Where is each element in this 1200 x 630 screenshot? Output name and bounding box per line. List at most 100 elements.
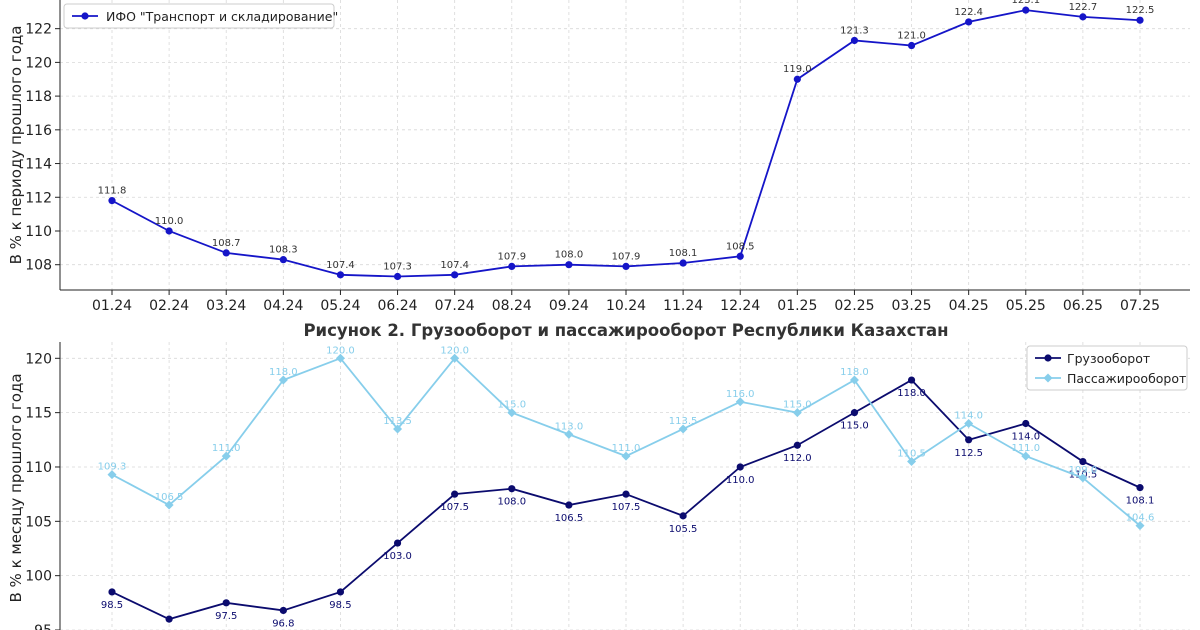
chart1-data-label: 108.1 <box>669 248 698 259</box>
chart1-data-label: 107.9 <box>497 251 526 262</box>
chart2-data-label: 111.0 <box>212 443 241 454</box>
chart1-data-label: 123.1 <box>1011 0 1040 6</box>
chart1-series-1-point <box>1136 16 1144 24</box>
chart1-y-tick-label: 110 <box>25 224 52 240</box>
chart2-series-2-point <box>735 397 745 407</box>
chart1-y-tick-label: 122 <box>25 22 52 38</box>
chart1-data-label: 122.7 <box>1069 2 1098 13</box>
chart1-data-label: 108.5 <box>726 241 755 252</box>
chart1-x-tick-label: 03.25 <box>892 298 932 314</box>
chart1-y-axis-label: В % к периоду прошлого года <box>7 26 25 265</box>
chart2-y-tick-label: 105 <box>25 514 52 530</box>
chart2-series-2-point <box>907 457 917 467</box>
chart2-series-1-point <box>1022 419 1030 428</box>
chart2-data-label: 105.5 <box>669 524 698 535</box>
chart1-x-tick-label: 06.25 <box>1063 298 1103 314</box>
chart1-data-label: 119.0 <box>783 64 812 75</box>
chart1-series-1-point <box>793 75 801 83</box>
chart2-series-2-point <box>1078 473 1088 483</box>
chart1-data-label: 121.3 <box>840 25 869 36</box>
chart1-x-tick-label: 03.24 <box>206 298 246 314</box>
chart2-data-label: 111.0 <box>612 443 641 454</box>
chart1-y-tick-label: 118 <box>25 89 52 105</box>
chart2-series-2-point <box>335 353 345 363</box>
chart2-data-label: 106.5 <box>155 492 184 503</box>
chart2-series-1-point <box>336 588 345 596</box>
chart2-series-1-point <box>679 512 687 520</box>
chart2-series-1-point <box>1136 484 1144 492</box>
chart2-legend-label: Пассажирооборот <box>1067 371 1186 386</box>
chart1-x-tick-label: 05.25 <box>1006 298 1046 314</box>
chart2-series-1-point <box>793 441 801 449</box>
chart2-series-1-point <box>279 606 287 615</box>
chart1-x-tick-label: 07.24 <box>435 298 475 314</box>
chart2-series-2-point <box>621 451 631 461</box>
chart2-data-label: 115.0 <box>497 400 526 411</box>
chart1-series-1-point <box>279 256 287 264</box>
chart1-data-label: 121.0 <box>897 31 926 42</box>
chart2-series-1-point <box>165 615 173 623</box>
chart2-series-2-point <box>678 424 688 434</box>
chart1-data-label: 107.3 <box>383 262 412 273</box>
chart2-data-label: 116.0 <box>726 389 755 400</box>
chart1-x-tick-label: 11.24 <box>663 298 703 314</box>
chart2-series-2-point <box>1135 521 1145 531</box>
chart2-series-1-point <box>1079 457 1087 466</box>
chart1-series-1-point <box>451 271 459 279</box>
chart1-data-label: 108.3 <box>269 245 298 256</box>
chart2-series-1-point <box>393 539 402 547</box>
chart2-data-label: 98.5 <box>329 600 351 611</box>
chart2-data-label: 110.5 <box>897 449 926 460</box>
chart2-series-1-point <box>622 490 630 498</box>
chart1-x-tick-label: 09.24 <box>549 298 589 314</box>
chart2-series-1-point <box>565 501 573 509</box>
chart2-data-label: 118.0 <box>840 367 869 378</box>
chart1-y-tick-label: 116 <box>25 123 52 139</box>
chart2-y-axis-label: В % к месяцу прошлого года <box>7 373 25 602</box>
chart1-x-tick-label: 04.24 <box>263 298 303 314</box>
chart2-data-label: 107.5 <box>440 502 469 513</box>
chart1-x-tick-label: 05.24 <box>320 298 360 314</box>
chart1-data-label: 111.8 <box>98 186 127 197</box>
chart1-x-tick-label: 04.25 <box>949 298 989 314</box>
chart1-series-1-point <box>1079 13 1087 21</box>
chart2-data-label: 114.0 <box>1011 432 1040 443</box>
chart1-legend-marker <box>81 12 89 20</box>
chart1-series-1-point <box>965 18 973 26</box>
chart2-data-label: 110.0 <box>726 475 755 486</box>
chart2-y-tick-label: 120 <box>25 351 52 367</box>
chart2-series-1-point <box>451 490 459 498</box>
chart2-series-1-point <box>108 588 116 596</box>
chart2-series-1-point <box>508 485 516 493</box>
chart1-series-1-point <box>222 249 230 257</box>
chart1-series-1-point <box>1022 6 1030 14</box>
chart1-x-tick-label: 01.24 <box>92 298 132 314</box>
chart1-y-tick-label: 108 <box>25 258 52 274</box>
chart1-data-label: 110.0 <box>155 216 184 227</box>
chart1-data-label: 108.0 <box>555 250 584 261</box>
chart2-series-1-point <box>222 599 230 607</box>
chart1-x-tick-label: 06.24 <box>378 298 418 314</box>
chart2-data-label: 108.1 <box>1126 496 1155 507</box>
chart1-series-1-point <box>508 262 516 270</box>
chart2-series-2-point <box>107 470 117 480</box>
chart2-data-label: 97.5 <box>215 611 237 622</box>
chart1-x-tick-label: 02.24 <box>149 298 189 314</box>
chart1-series-1-point <box>736 252 744 260</box>
chart2-data-label: 96.8 <box>272 618 294 629</box>
chart2-data-label: 120.0 <box>440 345 469 356</box>
chart2-data-label: 104.6 <box>1126 513 1155 524</box>
chart2-data-label: 113.5 <box>669 416 698 427</box>
chart1-series-1-point <box>336 271 345 279</box>
chart2-series-1-point <box>736 463 744 471</box>
chart2-data-label: 106.5 <box>555 513 584 524</box>
chart1-data-label: 107.4 <box>326 260 355 271</box>
chart1-series-1-point <box>622 262 630 270</box>
chart2-data-label: 109.0 <box>1069 465 1098 476</box>
chart1-x-tick-label: 01.25 <box>777 298 817 314</box>
chart1-series-1-point <box>565 261 573 269</box>
chart1-y-tick-label: 112 <box>25 190 52 206</box>
chart2-series-2-point <box>507 408 517 418</box>
chart1-y-tick-label: 114 <box>25 157 52 173</box>
chart2-y-tick-label: 95 <box>34 623 52 630</box>
